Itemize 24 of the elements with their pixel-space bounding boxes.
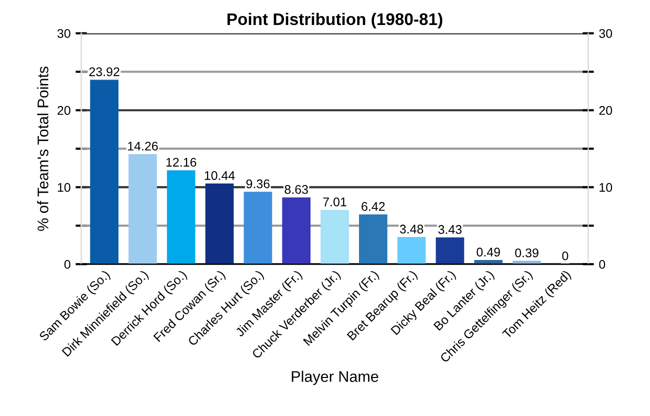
data-label: 0.49 <box>476 248 500 257</box>
y-tick-label: 10 <box>58 183 70 192</box>
data-label: 10.44 <box>204 171 235 180</box>
y2-tick-label: 30 <box>599 29 612 38</box>
y-tick-label: 0 <box>64 260 70 269</box>
data-label: 12.16 <box>166 158 196 167</box>
data-label: 23.92 <box>89 67 120 76</box>
data-label: 3.48 <box>400 224 424 234</box>
data-label: 9.36 <box>246 179 270 188</box>
y-tick-label: 20 <box>58 106 70 115</box>
y2-tick-label: 20 <box>599 106 612 115</box>
data-label: 8.63 <box>284 185 308 194</box>
y2-tick-label: 0 <box>599 260 606 269</box>
data-label: 3.43 <box>438 225 462 234</box>
data-label: 6.42 <box>362 202 385 211</box>
data-label: 7.01 <box>323 198 346 206</box>
data-label: 14.26 <box>128 142 158 151</box>
data-label: 0.39 <box>515 248 538 258</box>
y-axis-title: % of Team's Total Points <box>37 66 48 231</box>
x-axis-title: Player Name <box>292 370 378 385</box>
y2-tick-label: 10 <box>600 183 612 192</box>
y-tick-label: 30 <box>57 29 70 38</box>
data-label: 0 <box>562 251 568 260</box>
chart-title: Point Distribution (1980-81) <box>228 12 442 28</box>
